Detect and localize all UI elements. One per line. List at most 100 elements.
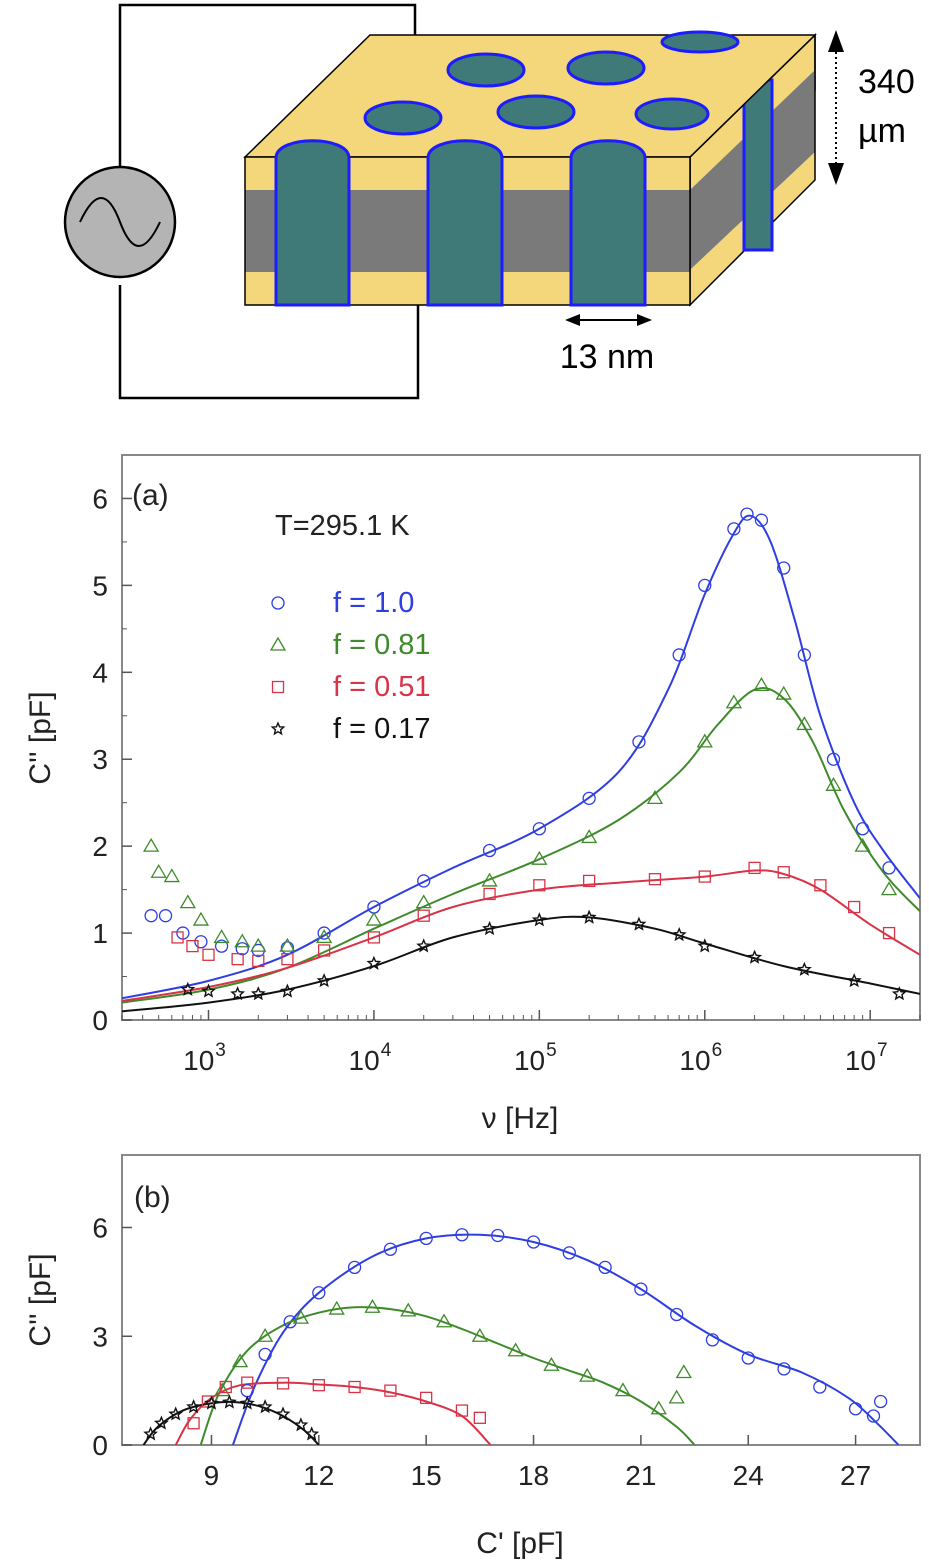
data-point xyxy=(417,874,431,888)
y-tick-label: 6 xyxy=(92,1213,108,1244)
data-point xyxy=(304,1426,320,1441)
data-point xyxy=(777,561,791,575)
data-point xyxy=(239,1395,255,1410)
data-point xyxy=(891,986,907,1001)
data-point xyxy=(194,935,208,949)
plot-frame-b xyxy=(121,1154,921,1446)
data-point xyxy=(276,1377,290,1390)
thickness-value: 340 xyxy=(858,63,915,101)
data-point xyxy=(317,944,331,957)
x-tick-label: 105 xyxy=(514,1040,557,1076)
y-tick-label: 3 xyxy=(92,1321,108,1352)
x-tick-exponent: 3 xyxy=(215,1040,226,1061)
data-point xyxy=(748,861,761,875)
fit-line xyxy=(142,1400,320,1445)
axis-ticks-a xyxy=(121,497,921,1021)
chart-panel-b: 0 3 6 9 12 15 18 21 24 27 (b) C' [pF] C'' [pF] xyxy=(24,1154,921,1560)
data-point xyxy=(214,1382,231,1397)
data-point xyxy=(813,1380,827,1394)
data-point xyxy=(581,909,597,924)
data-point xyxy=(231,953,244,966)
data-point xyxy=(219,1380,232,1394)
data-point xyxy=(234,933,251,948)
x-tick-exponent: 5 xyxy=(546,1040,557,1061)
schematic: 340 µm 13 nm xyxy=(63,3,915,400)
data-point xyxy=(531,912,547,927)
y-tick-label: 2 xyxy=(92,831,108,862)
data-point xyxy=(367,931,381,944)
data-point xyxy=(727,522,741,536)
data-point xyxy=(179,894,196,909)
data-point xyxy=(143,1426,158,1441)
x-tick-label: 21 xyxy=(625,1460,656,1491)
data-point xyxy=(312,1379,325,1392)
data-point xyxy=(670,1307,684,1322)
y-tick-labels-b: 0 3 6 xyxy=(92,1213,108,1462)
data-point xyxy=(873,1394,888,1409)
data-point xyxy=(250,986,266,1001)
data-point xyxy=(317,926,331,940)
data-point xyxy=(202,948,215,961)
data-point xyxy=(562,1246,576,1260)
data-point xyxy=(435,1313,453,1328)
legend-a: f = 1.0 f = 0.81 f = 0.51 f = 0.17 xyxy=(269,587,431,745)
data-point xyxy=(705,1333,720,1347)
data-point xyxy=(582,874,596,888)
y-tick-label: 0 xyxy=(92,1005,108,1036)
data-point xyxy=(675,1364,692,1379)
x-tick-label: 107 xyxy=(845,1040,888,1076)
pore-diameter-dimension xyxy=(565,314,652,326)
fit-line xyxy=(231,1233,900,1445)
data-point xyxy=(257,1399,273,1414)
data-point xyxy=(880,881,898,896)
data-point xyxy=(163,868,180,883)
data-point xyxy=(230,986,245,1001)
data-point xyxy=(672,648,686,662)
data-point xyxy=(698,578,712,593)
data-point xyxy=(854,837,871,852)
x-tick-exponent: 4 xyxy=(381,1040,392,1061)
y-tick-label: 6 xyxy=(92,483,108,514)
data-point xyxy=(814,879,827,892)
x-tick-exponent: 6 xyxy=(712,1040,723,1061)
data-point xyxy=(316,973,332,988)
panel-label-b: (b) xyxy=(134,1181,171,1214)
fit-line xyxy=(122,915,920,1013)
data-point xyxy=(283,1315,297,1329)
data-point xyxy=(348,1380,361,1394)
x-tick-label: 27 xyxy=(840,1460,871,1491)
thickness-dimension xyxy=(828,30,844,185)
data-point xyxy=(481,872,498,887)
data-point xyxy=(646,790,664,804)
data-point xyxy=(777,1362,791,1376)
data-markers-a xyxy=(142,507,907,1001)
x-tick-label: 24 xyxy=(733,1460,764,1491)
x-axis-label-a: ν [Hz] xyxy=(482,1102,559,1135)
data-point xyxy=(364,1298,381,1313)
x-tick-label: 15 xyxy=(411,1460,442,1491)
data-point xyxy=(526,1235,541,1249)
data-point xyxy=(882,926,896,940)
data-point xyxy=(482,843,497,858)
data-point xyxy=(420,1391,433,1405)
x-axis-label-b: C' [pF] xyxy=(476,1527,563,1560)
data-point xyxy=(213,929,230,944)
data-point xyxy=(312,1286,326,1300)
y-tick-label: 3 xyxy=(92,744,108,775)
data-point xyxy=(250,937,267,952)
data-point xyxy=(848,1402,863,1416)
data-point xyxy=(648,873,662,886)
data-point xyxy=(483,887,496,901)
data-point xyxy=(347,1260,362,1275)
data-point xyxy=(235,942,249,956)
data-point xyxy=(142,837,160,852)
panel-label-a: (a) xyxy=(132,479,169,512)
data-point xyxy=(848,900,861,914)
data-point xyxy=(257,1327,274,1342)
data-point xyxy=(598,1260,612,1275)
pore-side xyxy=(742,78,774,252)
data-point xyxy=(214,939,229,953)
data-point xyxy=(532,822,546,836)
